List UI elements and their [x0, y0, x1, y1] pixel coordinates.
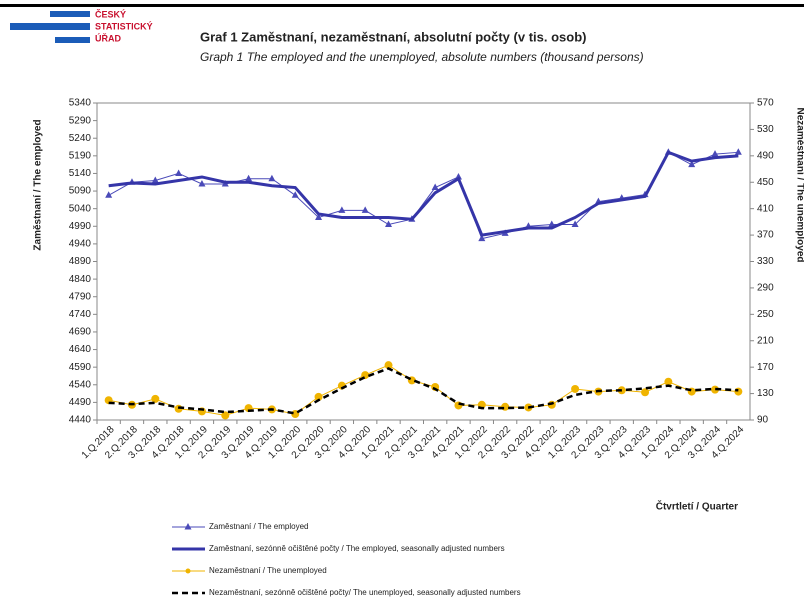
y2-tick-label: 210 — [757, 335, 774, 346]
point — [431, 183, 439, 191]
chart-title: Graf 1 Zaměstnaní, nezaměstnaní, absolut… — [200, 29, 586, 44]
point — [711, 150, 719, 157]
y-axis-label: Zaměstnaní / The employed — [33, 119, 44, 250]
series-line — [108, 151, 739, 240]
point — [268, 174, 276, 182]
logo-text: ČESKÝ — [95, 8, 126, 19]
point — [151, 394, 160, 403]
y-tick-label: 4540 — [69, 379, 92, 390]
y2-tick-label: 490 — [757, 150, 774, 161]
y-tick-label: 4490 — [69, 397, 92, 408]
point — [245, 174, 253, 182]
legend-marker — [185, 568, 191, 574]
series-line — [108, 367, 739, 415]
point — [314, 392, 323, 401]
point — [571, 384, 580, 393]
point — [478, 234, 486, 242]
logo-bar — [55, 37, 90, 43]
y2-tick-label: 170 — [757, 362, 774, 373]
legend-label: Zaměstnaní / The employed — [209, 522, 308, 531]
y-tick-label: 5040 — [69, 203, 92, 214]
y-tick-label: 5140 — [69, 168, 92, 179]
point — [454, 172, 462, 180]
y2-tick-label: 330 — [757, 256, 774, 267]
series-line — [108, 150, 739, 237]
point — [315, 213, 323, 220]
point — [338, 206, 346, 213]
y2-axis-label: Nezaměstnaní / The unemployed — [794, 107, 804, 262]
point — [571, 220, 579, 228]
point — [198, 180, 206, 187]
y2-tick-label: 90 — [757, 415, 769, 426]
y-tick-label: 4640 — [69, 344, 92, 355]
point — [734, 387, 743, 396]
point — [361, 206, 369, 213]
logo-text: STATISTICKÝ — [95, 20, 153, 31]
point — [175, 169, 183, 176]
point — [734, 148, 742, 155]
logo-bar — [10, 23, 90, 30]
point — [384, 361, 393, 370]
y-tick-label: 4790 — [69, 291, 92, 302]
y-tick-label: 4440 — [69, 415, 92, 426]
y2-tick-label: 570 — [757, 98, 774, 109]
point — [385, 220, 393, 228]
y-tick-label: 5290 — [69, 115, 92, 126]
point — [501, 402, 510, 411]
point — [454, 401, 463, 410]
y2-tick-label: 410 — [757, 203, 774, 214]
y2-tick-label: 450 — [757, 177, 774, 188]
y2-tick-label: 290 — [757, 283, 774, 294]
y-tick-label: 4690 — [69, 327, 92, 338]
y-tick-label: 5240 — [69, 133, 92, 144]
point — [664, 377, 673, 386]
point — [548, 220, 556, 228]
y-tick-label: 4840 — [69, 274, 92, 285]
chart-subtitle: Graph 1 The employed and the unemployed,… — [200, 50, 644, 64]
logo-text: ÚŘAD — [95, 32, 121, 43]
y2-tick-label: 530 — [757, 124, 774, 135]
y-tick-label: 4890 — [69, 256, 92, 267]
legend-label: Zaměstnaní, sezónně očištěné počty / The… — [209, 544, 505, 553]
point — [711, 385, 720, 394]
y-tick-label: 5090 — [69, 186, 92, 197]
point — [291, 191, 299, 198]
point — [688, 160, 696, 168]
legend-label: Nezaměstnaní, sezónně očištěné počty/ Th… — [209, 588, 521, 597]
point — [641, 388, 650, 397]
top-border — [0, 4, 804, 7]
y-tick-label: 5190 — [69, 150, 92, 161]
legend-label: Nezaměstnaní / The unemployed — [209, 566, 327, 575]
y-tick-label: 4740 — [69, 309, 92, 320]
point — [151, 176, 159, 183]
logo-bar — [50, 11, 90, 17]
series-line — [108, 364, 739, 416]
point — [221, 411, 230, 420]
x-axis-label: Čtvrtletí / Quarter — [656, 500, 738, 513]
plot-frame — [96, 102, 751, 421]
y-tick-label: 4990 — [69, 221, 92, 232]
y2-tick-label: 250 — [757, 309, 774, 320]
y-tick-label: 5340 — [69, 98, 92, 109]
y-tick-label: 4940 — [69, 239, 92, 250]
legend-marker — [184, 523, 192, 530]
y2-tick-label: 370 — [757, 230, 774, 241]
point — [105, 191, 113, 198]
y-tick-label: 4590 — [69, 362, 92, 373]
y2-tick-label: 130 — [757, 388, 774, 399]
